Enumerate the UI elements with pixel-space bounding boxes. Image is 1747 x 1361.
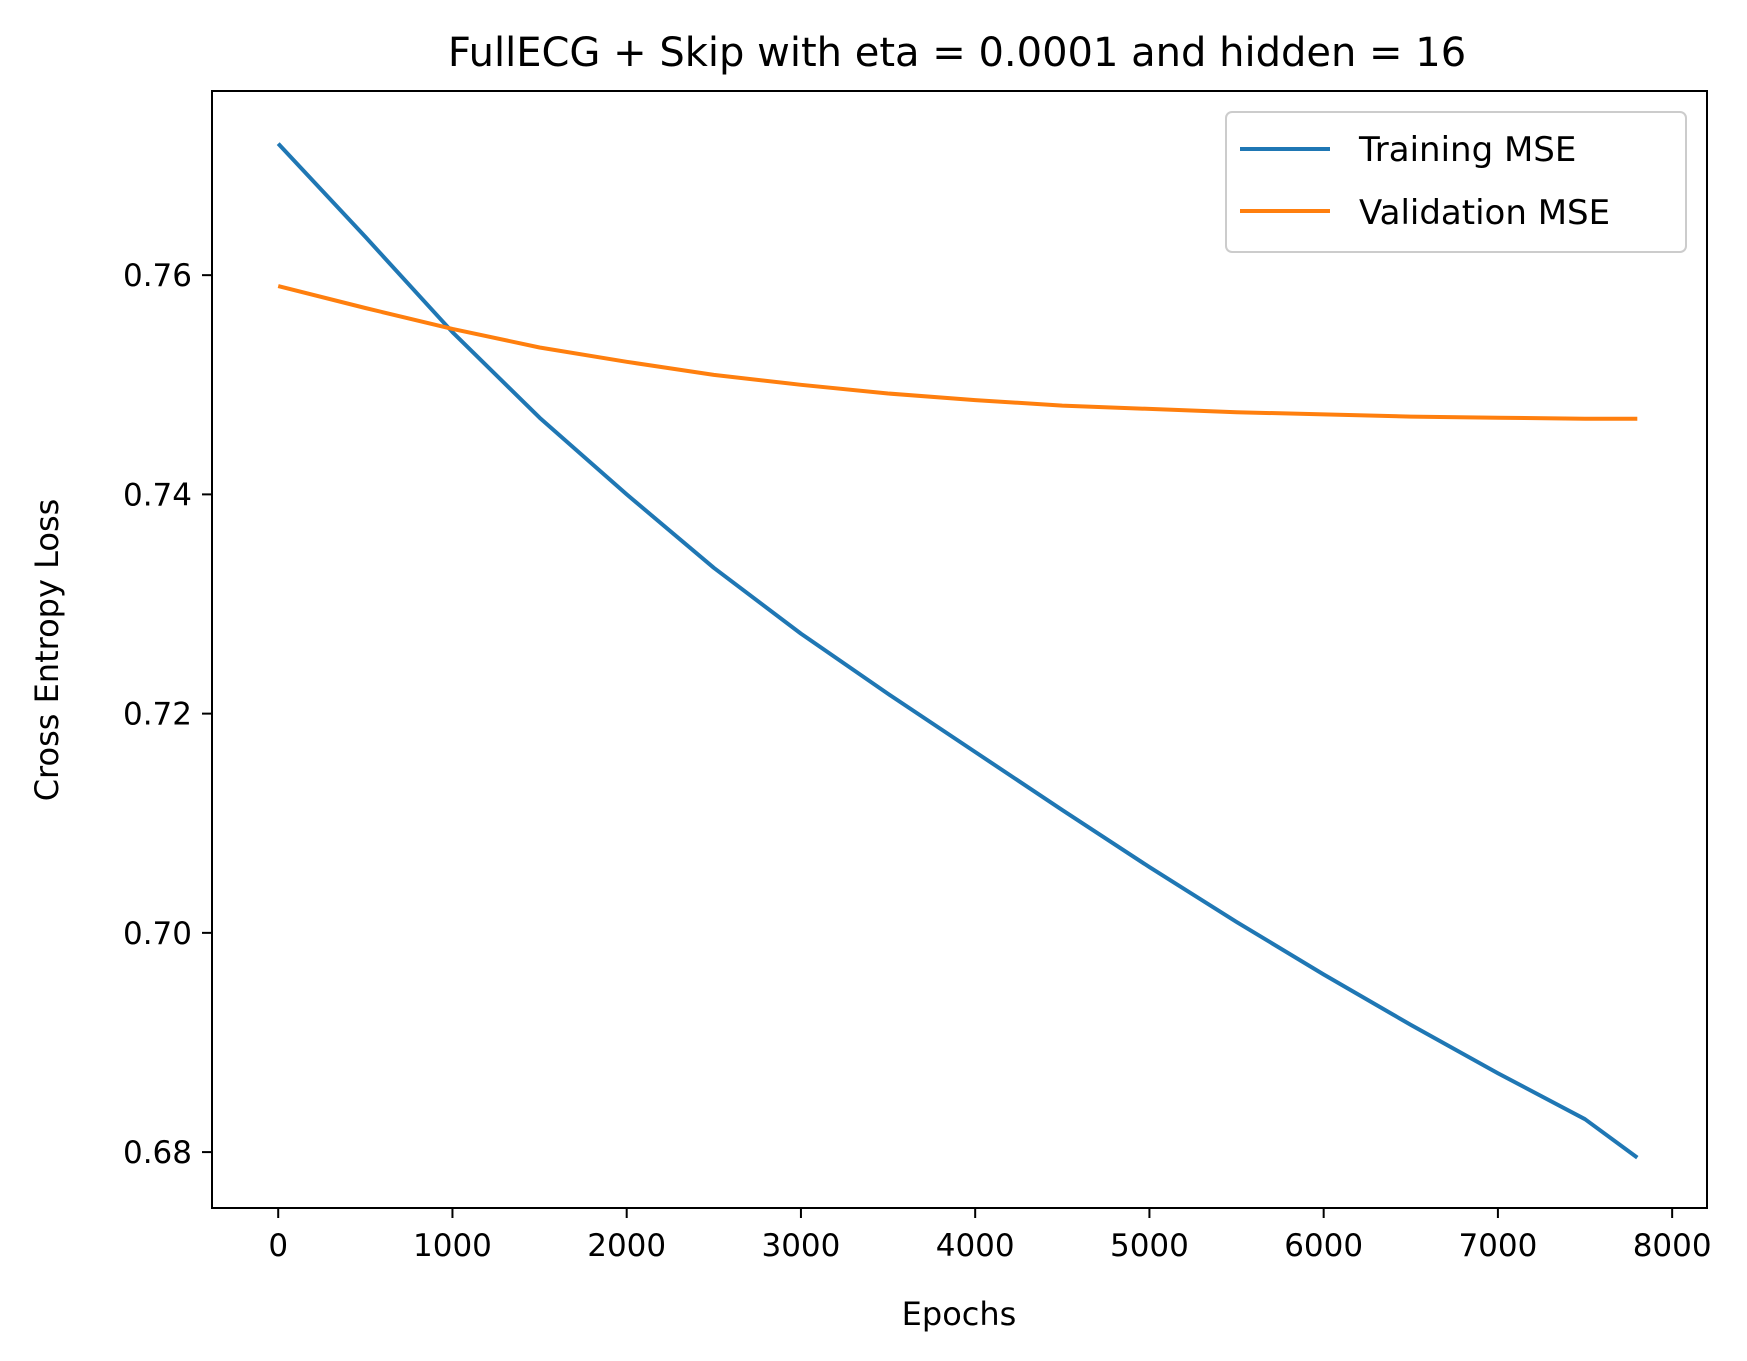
legend-label-training: Training MSE [1358, 130, 1576, 170]
x-tick-label: 2000 [587, 1228, 666, 1264]
y-tick-label: 0.76 [123, 258, 192, 294]
legend-label-validation: Validation MSE [1359, 193, 1610, 233]
plot-background [212, 91, 1707, 1208]
x-axis-label: Epochs [902, 1295, 1017, 1333]
x-tick-label: 8000 [1633, 1228, 1712, 1264]
x-tick-label: 7000 [1458, 1228, 1537, 1264]
series-line-training [276, 142, 1639, 1160]
series-line-validation [277, 284, 1638, 421]
y-tick-label: 0.72 [123, 697, 192, 733]
x-tick-label: 0 [268, 1228, 288, 1264]
y-axis: 0.68 0.70 0.72 0.74 0.76 [123, 258, 212, 1171]
x-tick-label: 3000 [761, 1228, 840, 1264]
legend: Training MSE Validation MSE [1225, 111, 1687, 253]
x-tick-label: 6000 [1284, 1228, 1363, 1264]
y-axis-label: Cross Entropy Loss [28, 499, 66, 802]
legend-frame [1225, 111, 1687, 253]
x-tick-label: 4000 [936, 1228, 1015, 1264]
x-axis: 0 1000 2000 3000 4000 5000 6000 7000 8000 [268, 1208, 1712, 1264]
x-tick-label: 5000 [1110, 1228, 1189, 1264]
y-tick-label: 0.74 [123, 477, 192, 513]
x-tick-label: 1000 [413, 1228, 492, 1264]
chart-title: FullECG + Skip with eta = 0.0001 and hid… [448, 30, 1466, 76]
plot-frame [211, 90, 1708, 1209]
y-tick-label: 0.68 [123, 1135, 192, 1171]
series-layer [276, 142, 1639, 1160]
plot-area [211, 90, 1708, 1209]
y-tick-label: 0.70 [123, 916, 192, 952]
